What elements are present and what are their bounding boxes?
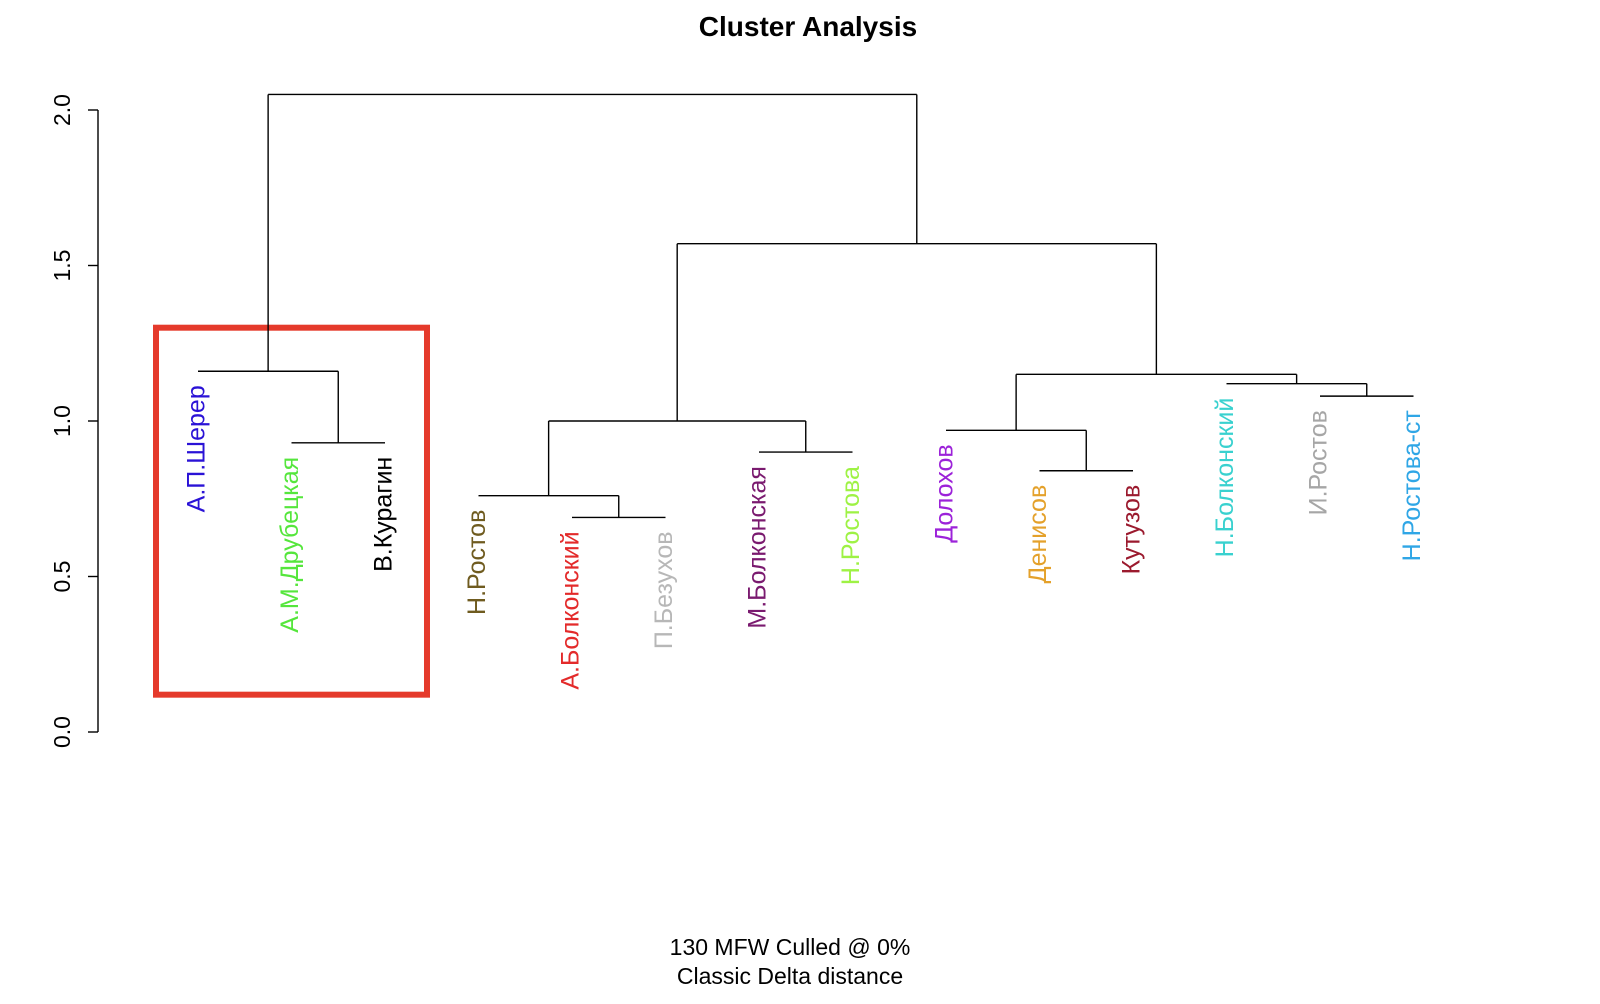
leaf-label: Кутузов xyxy=(1118,485,1146,575)
y-tick-label: 1.5 xyxy=(49,250,75,282)
highlight-box xyxy=(153,324,430,698)
leaf-label: А.П.Шерер xyxy=(183,385,211,512)
leaf-label: А.Болконский xyxy=(557,531,585,689)
y-tick-label: 0.5 xyxy=(49,561,75,593)
y-tick-label: 1.0 xyxy=(49,405,75,437)
leaf-label: П.Безухов xyxy=(650,531,678,649)
highlight-box-group xyxy=(153,324,430,698)
subtitle-line-2: Classic Delta distance xyxy=(677,963,903,989)
leaf-label: А.М.Друбецкая xyxy=(276,457,304,633)
y-tick-label: 2.0 xyxy=(49,94,75,126)
leaf-label: М.Болконская xyxy=(744,466,772,628)
leaf-label: Н.Ростова xyxy=(837,466,865,585)
leaf-label: Н.Ростова-ст xyxy=(1398,410,1426,562)
leaf-label: Долохов xyxy=(931,444,959,542)
leaf-label: Н.Ростов xyxy=(463,510,491,615)
chart-title: Cluster Analysis xyxy=(699,11,917,42)
leaf-label: Денисов xyxy=(1024,485,1052,584)
y-axis: 0.0 0.5 1.0 1.5 2.0 xyxy=(49,94,99,748)
leaf-label: В.Курагин xyxy=(370,457,398,572)
subtitle-line-1: 130 MFW Culled @ 0% xyxy=(670,934,911,960)
dendrogram-branches xyxy=(198,93,1414,519)
leaf-label: И.Ростов xyxy=(1305,410,1333,515)
y-tick-label: 0.0 xyxy=(49,716,75,748)
leaf-label: Н.Болконский xyxy=(1211,398,1239,558)
leaf-labels: А.П.Шерер А.М.Друбецкая В.Курагин Н.Ростов А… xyxy=(183,385,1427,689)
